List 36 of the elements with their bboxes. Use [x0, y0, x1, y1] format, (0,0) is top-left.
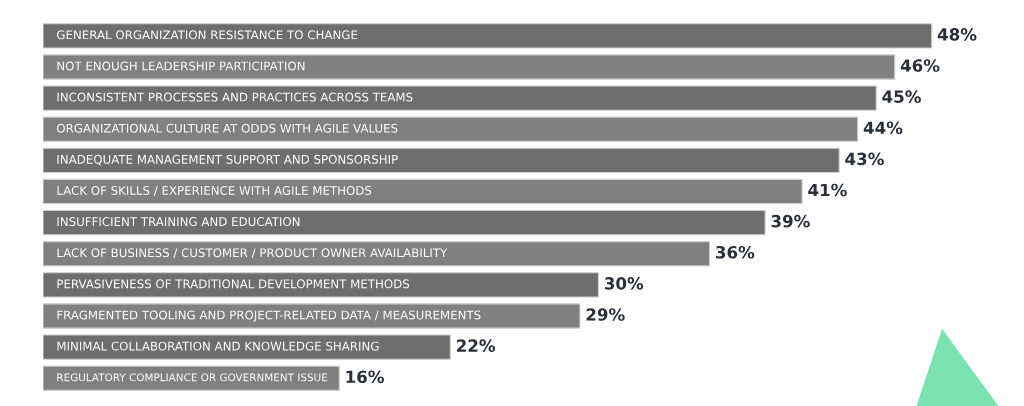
bar — [43, 209, 766, 236]
data-label: 30% — [604, 277, 644, 290]
y-tick-label: PERVASIVENESS OF TRADITIONAL DEVELOPMENT METHODS — [57, 279, 410, 289]
data-label: 45% — [882, 90, 921, 103]
bar — [43, 23, 933, 49]
data-label: 39% — [771, 214, 810, 228]
bar — [43, 54, 896, 80]
y-tick-label: INCONSISTENT PROCESSES AND PRACTICES ACROSS TEAMS — [57, 92, 413, 102]
y-tick-label: ORGANIZATIONAL CULTURE AT ODDS WITH AGILE VALUES — [57, 123, 398, 133]
bar — [43, 303, 581, 329]
data-label: 22% — [457, 339, 496, 352]
y-tick-label: GENERAL ORGANIZATION RESISTANCE TO CHANGE — [57, 30, 358, 40]
data-label: 44% — [863, 121, 903, 135]
data-label: 48% — [937, 28, 977, 41]
data-label: 43% — [845, 152, 884, 166]
y-tick-label: REGULATORY COMPLIANCE OR GOVERNMENT ISSUE — [57, 373, 328, 382]
y-tick-label: FRAGMENTED TOOLING AND PROJECT-RELATED DATA / MEASUREMENTS — [57, 310, 481, 322]
data-label: 16% — [346, 370, 384, 384]
bar — [43, 272, 600, 298]
bar — [43, 116, 859, 142]
bar — [43, 334, 451, 360]
data-label: 36% — [716, 245, 755, 259]
y-tick-label: LACK OF SKILLS / EXPERIENCE WITH AGILE METHODS — [57, 185, 372, 196]
bar — [43, 147, 840, 174]
data-label: 29% — [586, 308, 625, 321]
y-tick-label: MINIMAL COLLABORATION AND KNOWLEDGE SHARING — [57, 341, 379, 351]
y-tick-label: INADEQUATE MANAGEMENT SUPPORT AND SPONSORSHIP — [57, 154, 398, 166]
y-tick-label: NOT ENOUGH LEADERSHIP PARTICIPATION — [57, 61, 305, 71]
y-tick-label: INSUFFICIENT TRAINING AND EDUCATION — [57, 217, 300, 227]
data-label: 41% — [808, 183, 847, 197]
bar — [43, 85, 877, 111]
bar — [43, 178, 803, 205]
y-tick-label: LACK OF BUSINESS / CUSTOMER / PRODUCT OWNER AVAILABILITY — [57, 248, 448, 259]
data-label: 46% — [900, 59, 940, 72]
bar — [43, 241, 711, 267]
bar — [43, 365, 340, 391]
